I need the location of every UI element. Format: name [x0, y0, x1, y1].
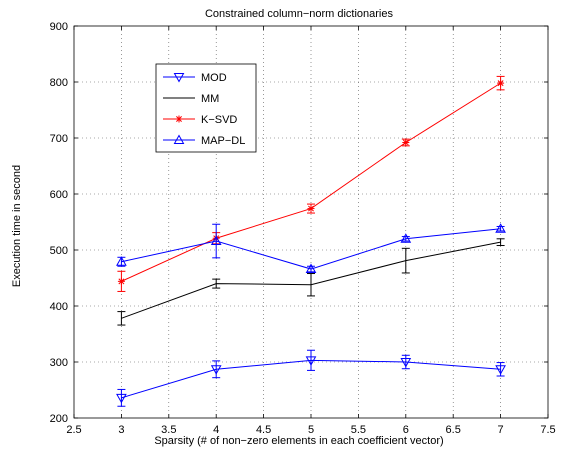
series-mapdl — [116, 223, 506, 274]
x-tick-label: 7 — [498, 424, 504, 436]
legend-label: MM — [201, 93, 219, 105]
x-tick-label: 4.5 — [256, 424, 271, 436]
y-tick-label: 900 — [50, 21, 68, 33]
legend: MOD MM K−SVD MAP−DL — [155, 63, 257, 153]
series-mm — [117, 238, 505, 326]
y-tick-label: 300 — [50, 357, 68, 369]
legend-label: MAP−DL — [201, 135, 245, 147]
triangle-down-marker — [210, 365, 222, 375]
y-tick-label: 600 — [50, 189, 68, 201]
y-tick-label: 500 — [50, 245, 68, 257]
triangle-down-marker — [400, 358, 412, 368]
x-axis-label: Sparsity (# of non−zero elements in each… — [154, 435, 443, 447]
series-mod — [116, 349, 506, 407]
triangle-up-marker — [495, 223, 506, 233]
series-ksvd — [117, 75, 505, 292]
x-tick-label: 2.5 — [66, 424, 81, 436]
triangle-down-marker — [495, 365, 506, 375]
legend-item: MOD — [163, 72, 227, 84]
x-tick-label: 3 — [118, 424, 124, 436]
legend-label: MOD — [201, 72, 227, 84]
series — [116, 75, 506, 407]
axis-ticks: 2.5 3 3.5 4 4.5 5 5.5 6 6.5 7 7.5 200 300 400 500 600 70… — [50, 21, 556, 436]
x-tick-label: 3.5 — [161, 424, 176, 436]
legend-label: K−SVD — [201, 114, 237, 126]
x-tick-label: 4 — [213, 424, 219, 436]
x-tick-label: 5.5 — [351, 424, 366, 436]
asterisk-marker — [117, 277, 125, 285]
asterisk-marker — [402, 138, 410, 146]
x-tick-label: 7.5 — [540, 424, 555, 436]
y-tick-label: 700 — [50, 133, 68, 145]
legend-box — [155, 63, 257, 153]
triangle-up-marker — [210, 235, 222, 246]
chart-title: Constrained column−norm dictionaries — [205, 8, 394, 20]
y-tick-label: 800 — [50, 77, 68, 89]
x-tick-label: 5 — [308, 424, 314, 436]
asterisk-marker — [175, 115, 183, 123]
triangle-up-marker — [173, 134, 185, 144]
y-axis-label: Execution time in second — [11, 165, 23, 287]
triangle-down-marker — [116, 393, 127, 404]
x-tick-label: 6 — [403, 424, 409, 436]
triangle-up-marker — [116, 256, 127, 266]
legend-item: MM — [163, 93, 219, 105]
triangle-down-marker — [173, 73, 185, 83]
triangle-up-marker — [305, 263, 317, 274]
y-tick-label: 200 — [50, 413, 68, 425]
triangle-down-marker — [305, 356, 317, 366]
triangle-up-marker — [400, 233, 412, 243]
asterisk-marker — [307, 205, 315, 213]
x-tick-label: 6.5 — [446, 424, 461, 436]
legend-item: MAP−DL — [163, 134, 245, 147]
y-tick-label: 400 — [50, 301, 68, 313]
asterisk-marker — [497, 79, 505, 87]
legend-item: K−SVD — [163, 114, 237, 126]
